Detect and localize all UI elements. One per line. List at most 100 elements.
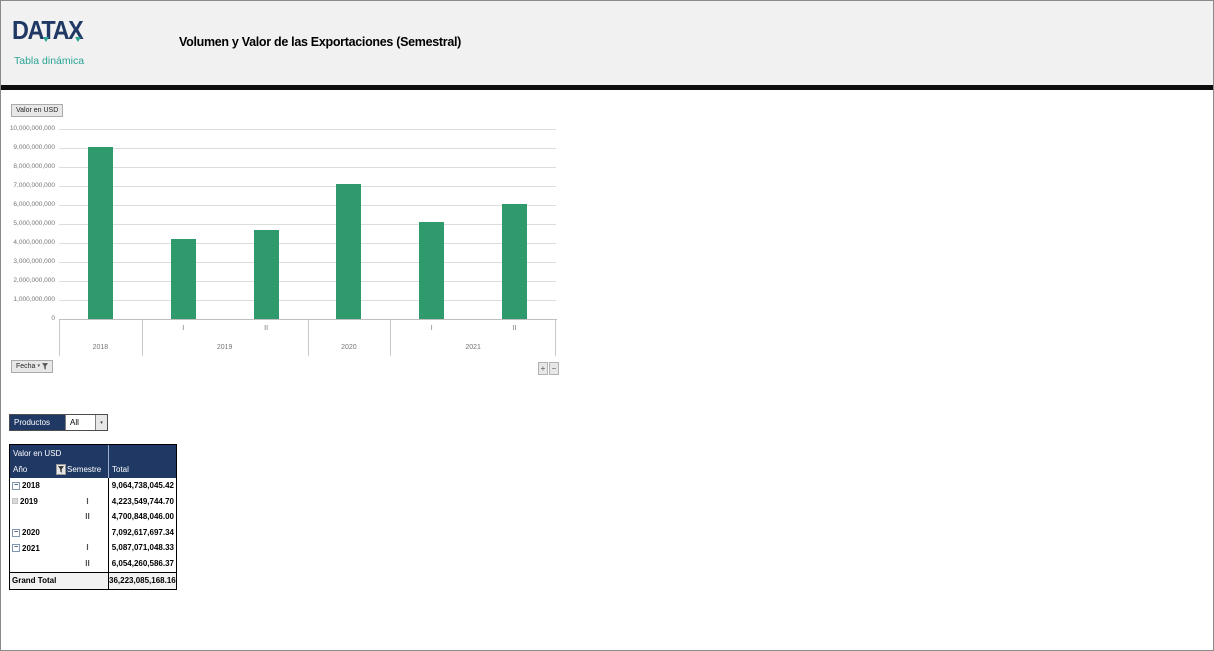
year-value: 2020 — [22, 528, 40, 538]
productos-filter-label: Productos — [10, 415, 65, 430]
x-axis-group-divider — [390, 320, 392, 356]
gridline — [59, 281, 556, 282]
y-axis-tick-label: 7,000,000,000 — [13, 182, 55, 189]
expand-field-button[interactable]: + — [538, 362, 548, 375]
semester-cell: II — [85, 558, 90, 568]
filter-icon — [58, 466, 64, 473]
filter-icon — [41, 363, 48, 370]
x-axis-year-label: 2020 — [341, 344, 357, 351]
x-axis-group-divider — [59, 320, 60, 356]
semester-column-header: Semestre — [67, 465, 102, 474]
pivot-table-title: Valor en USD — [13, 449, 62, 458]
table-row: 2019 I 4,223,549,744.70 — [10, 493, 176, 510]
x-axis-line — [59, 319, 557, 320]
y-axis-tick-label: 10,000,000,000 — [9, 125, 55, 132]
table-row: II 4,700,848,046.00 — [10, 509, 176, 525]
axis-field-label: Fecha — [16, 363, 36, 370]
axis-field-button[interactable]: Fecha ▾ — [11, 360, 53, 373]
year-cell: −2020 — [10, 525, 67, 541]
logo-accent-triangle-icon — [75, 37, 81, 42]
pivot-table-title-spacer — [108, 445, 176, 461]
table-row: −2018 9,064,738,045.42 — [10, 478, 176, 494]
year-value: 2018 — [22, 481, 40, 491]
pivot-table-title-row: Valor en USD — [10, 445, 176, 461]
x-axis-group-divider — [141, 320, 143, 356]
x-axis-semester-label: II — [512, 325, 517, 332]
grand-total-label: Grand Total — [12, 575, 57, 585]
year-cell: −2021 — [10, 540, 67, 556]
x-axis-semester-label: I — [430, 325, 433, 332]
gridline — [59, 243, 556, 244]
total-cell: 5,087,071,048.33 — [108, 540, 176, 556]
productos-dropdown-button[interactable]: ▾ — [95, 415, 107, 430]
year-value: 2019 — [20, 496, 38, 506]
y-axis-tick-label: 6,000,000,000 — [13, 201, 55, 208]
total-column-header: Total — [108, 461, 176, 478]
x-axis-year-label: 2018 — [92, 344, 109, 351]
x-axis-group-divider — [307, 320, 309, 356]
year-filter-button[interactable] — [56, 464, 66, 475]
y-axis-tick-label: 3,000,000,000 — [13, 258, 55, 265]
year-column-header-cell: Año — [10, 461, 67, 478]
gridline — [59, 224, 556, 225]
y-axis-tick-label: 4,000,000,000 — [13, 239, 55, 246]
semester-cell: I — [86, 496, 89, 506]
y-axis-tick-label: 1,000,000,000 — [13, 296, 55, 303]
collapse-field-button[interactable]: − — [549, 362, 559, 375]
year-cell — [10, 509, 67, 525]
header-band: DATAX Tabla dinámica Volumen y Valor de … — [1, 1, 1213, 90]
chart-bar — [419, 222, 445, 319]
pivot-chart: Valor en USD Fecha ▾ + − 0 1,000,000,000 2… — [1, 91, 571, 391]
y-axis-tick-label: 9,000,000,000 — [13, 144, 55, 151]
total-cell: 7,092,617,697.34 — [108, 524, 176, 541]
pivot-table-body: −2018 9,064,738,045.42 2019 I 4,223,549,744.… — [10, 478, 176, 572]
chart-bar — [336, 184, 362, 319]
semester-cell: II — [85, 512, 90, 522]
chart-bar — [170, 238, 196, 319]
expand-toggle-icon[interactable]: − — [12, 528, 20, 537]
chart-bar — [502, 204, 528, 319]
gridline — [59, 300, 556, 301]
gridline — [59, 129, 556, 130]
total-cell: 6,054,260,586.37 — [108, 555, 176, 572]
table-row: II 6,054,260,586.37 — [10, 555, 176, 572]
year-cell: 2019 — [10, 494, 67, 510]
expand-toggle-icon[interactable]: − — [12, 481, 20, 490]
chart-bar — [253, 229, 279, 319]
productos-filter-value[interactable]: All — [65, 415, 95, 430]
year-cell — [10, 556, 67, 572]
gridline — [59, 186, 556, 187]
x-axis-group-divider — [555, 320, 556, 356]
x-axis-year-label: 2019 — [216, 344, 233, 351]
table-row: −2021 I 5,087,071,048.33 — [10, 540, 176, 556]
grand-total-row: Grand Total 36,223,085,168.16 — [10, 571, 176, 589]
total-cell: 4,223,549,744.70 — [108, 493, 176, 510]
logo-accent-triangle-icon — [43, 37, 49, 42]
x-axis-semester-label: II — [264, 325, 269, 332]
y-axis-tick-label: 8,000,000,000 — [13, 163, 55, 170]
semester-cell — [67, 478, 108, 494]
chart-bar — [87, 146, 113, 319]
gridline — [59, 262, 556, 263]
gridline — [59, 148, 556, 149]
logo-subtitle: Tabla dinámica — [14, 55, 85, 67]
semester-cell — [67, 525, 108, 541]
year-column-header: Año — [13, 465, 28, 474]
plot-area — [59, 129, 556, 319]
expand-toggle-icon[interactable]: − — [12, 544, 20, 553]
y-axis-tick-label: 5,000,000,000 — [13, 220, 55, 227]
gridline — [59, 167, 556, 168]
year-cell: −2018 — [10, 478, 67, 494]
expand-toggle-icon[interactable] — [12, 498, 18, 505]
total-cell: 4,700,848,046.00 — [108, 509, 176, 525]
year-value: 2021 — [22, 543, 40, 553]
pivot-table-header-row: Año Semestre Total — [10, 461, 176, 478]
value-field-label: Valor en USD — [16, 107, 59, 114]
y-axis-tick-label: 0 — [51, 315, 55, 322]
page-title: Volumen y Valor de las Exportaciones (Se… — [179, 35, 462, 49]
total-cell: 9,064,738,045.42 — [108, 478, 176, 494]
y-axis-tick-label: 2,000,000,000 — [13, 277, 55, 284]
x-axis-year-label: 2021 — [465, 344, 481, 351]
value-field-button[interactable]: Valor en USD — [11, 104, 64, 117]
